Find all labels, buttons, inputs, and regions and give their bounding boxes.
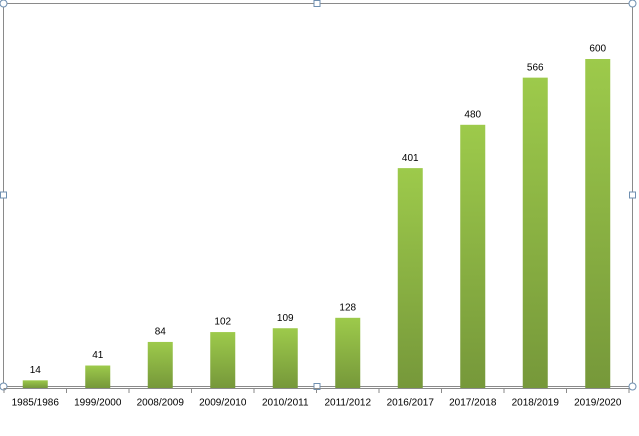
x-tick-label: 2011/2012 [324, 398, 371, 409]
data-label: 14 [30, 365, 42, 376]
data-label: 480 [464, 109, 481, 120]
x-tick-label: 2019/2020 [574, 398, 622, 409]
bar [85, 365, 111, 388]
data-label: 128 [339, 302, 356, 313]
bar [522, 77, 548, 388]
x-tick-label: 1985/1986 [12, 398, 60, 409]
bar [335, 317, 361, 388]
data-label: 84 [155, 327, 167, 338]
handle [628, 0, 637, 8]
data-label: 600 [589, 44, 606, 55]
data-label: 41 [92, 350, 104, 361]
bar [460, 124, 486, 389]
data-label: 109 [277, 313, 294, 324]
x-tick-label: 2018/2019 [512, 398, 560, 409]
handle [0, 191, 7, 199]
handle [313, 0, 321, 7]
x-tick-label: 2017/2018 [449, 398, 497, 409]
handle [628, 382, 637, 391]
bar [147, 341, 173, 388]
bar [272, 328, 298, 388]
bar [397, 168, 423, 388]
x-tick-label: 2008/2009 [137, 398, 185, 409]
x-tick-label: 2010/2011 [262, 398, 309, 409]
x-tick-label: 2009/2010 [199, 398, 247, 409]
x-tick-label: 2016/2017 [387, 398, 435, 409]
handle [629, 191, 636, 199]
handle [0, 0, 8, 8]
data-label: 401 [402, 153, 419, 164]
x-tick-label: 1999/2000 [74, 398, 122, 409]
data-label: 102 [214, 317, 231, 328]
bar [585, 59, 611, 388]
bar [22, 380, 48, 388]
data-label: 566 [527, 62, 544, 73]
bar [210, 332, 236, 388]
